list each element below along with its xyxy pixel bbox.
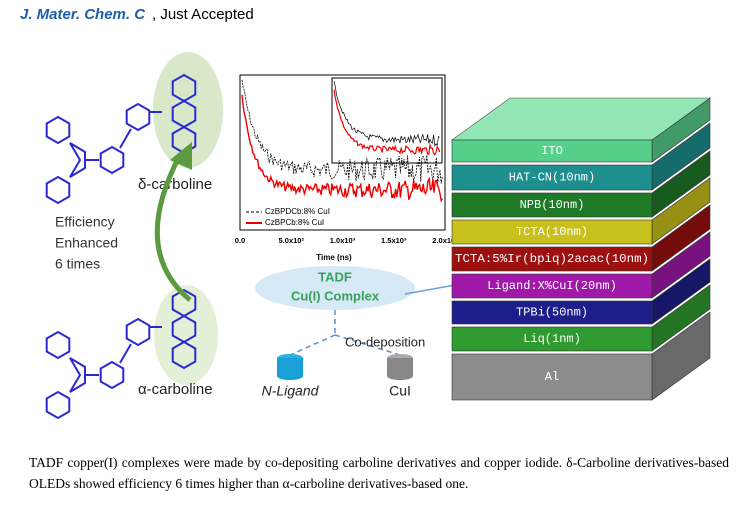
- layer-label: Liq(1nm): [523, 332, 581, 346]
- layer: [451, 300, 653, 325]
- x-tick-label: 1.5x10³: [381, 236, 407, 245]
- arrow: [154, 153, 192, 302]
- ligand-highlight: [153, 52, 223, 168]
- cylinder: [387, 372, 413, 380]
- curve: [241, 79, 443, 184]
- ligand-highlight: [154, 285, 218, 385]
- cylinder: [387, 358, 413, 376]
- layer-label: ITO: [541, 144, 563, 158]
- cloud: [255, 266, 415, 310]
- ring: [45, 330, 71, 360]
- layer: [451, 192, 653, 218]
- layer: [451, 246, 653, 272]
- curve: [333, 89, 441, 156]
- layer: [451, 326, 653, 352]
- decay-plot: 0.0 5.0x10² 1.0x10³ 1.5x10³ 2.0x10³: [235, 74, 458, 245]
- layer-label: HAT-CN(10nm): [509, 171, 595, 185]
- journal: J. Mater. Chem. C: [20, 6, 146, 23]
- layer: [451, 164, 653, 191]
- bond: [119, 128, 132, 149]
- bond: [119, 343, 132, 364]
- x-tick-label: 5.0x10²: [279, 236, 305, 245]
- tadf-label: TADF: [318, 269, 352, 284]
- molecule-label: δ-carboline: [138, 176, 212, 193]
- legend-entry: CzBPCb:8% CuI: [265, 218, 324, 227]
- molecule-label: α-carboline: [138, 381, 213, 398]
- figure: J. Mater. Chem. C , Just Accepted δ-carb…: [20, 6, 711, 420]
- x-tick-label: 1.0x10³: [330, 236, 356, 245]
- ring: [125, 317, 151, 347]
- layer-label: Al: [545, 370, 559, 384]
- note: Efficiency: [55, 214, 115, 230]
- ring: [45, 175, 71, 205]
- x-tick-label: 0.0: [235, 236, 245, 245]
- curve: [333, 80, 440, 147]
- note: Enhanced: [55, 235, 118, 251]
- status: , Just Accepted: [152, 6, 254, 23]
- layer: [451, 219, 653, 245]
- ring: [125, 102, 151, 132]
- codeposition: Co-deposition: [345, 334, 425, 349]
- ring: [45, 390, 71, 420]
- ring: [69, 142, 86, 178]
- layer-label: TPBi(50nm): [516, 306, 588, 320]
- layer-label: TCTA:5%Ir(bpiq)2acac(10nm): [455, 252, 649, 266]
- tadf-label: Cu(I) Complex: [291, 288, 380, 303]
- legend-entry: CzBPDCb:8% CuI: [265, 207, 330, 216]
- layer: [451, 273, 653, 299]
- component: CuI: [389, 383, 411, 399]
- layer: [451, 139, 653, 163]
- curve: [241, 94, 444, 203]
- connector: [404, 284, 456, 295]
- device-stack: Al Liq(1nm) TPBi(50nm) Ligand:X%CuI(20nm) TC…: [451, 97, 711, 401]
- cylinder: [277, 372, 303, 380]
- layer-label: Ligand:X%CuI(20nm): [487, 279, 617, 293]
- note: 6 times: [55, 256, 100, 272]
- ring: [99, 360, 125, 390]
- component: N-Ligand: [262, 383, 320, 399]
- x-tick-label: 2.0x10³: [432, 236, 458, 245]
- x-axis-label: Time (ns): [316, 253, 352, 262]
- ring: [45, 115, 71, 145]
- layer-label: TCTA(10nm): [516, 225, 588, 239]
- ring: [99, 145, 125, 175]
- layer-label: NPB(10nm): [520, 198, 585, 212]
- molecules: [45, 73, 197, 420]
- ring: [171, 340, 197, 370]
- connector: [289, 310, 401, 356]
- cylinder: [277, 358, 303, 376]
- caption: TADF copper(I) complexes were made by co…: [29, 455, 729, 491]
- arrow-head: [170, 142, 192, 170]
- layer: [451, 353, 653, 401]
- ring: [69, 357, 86, 393]
